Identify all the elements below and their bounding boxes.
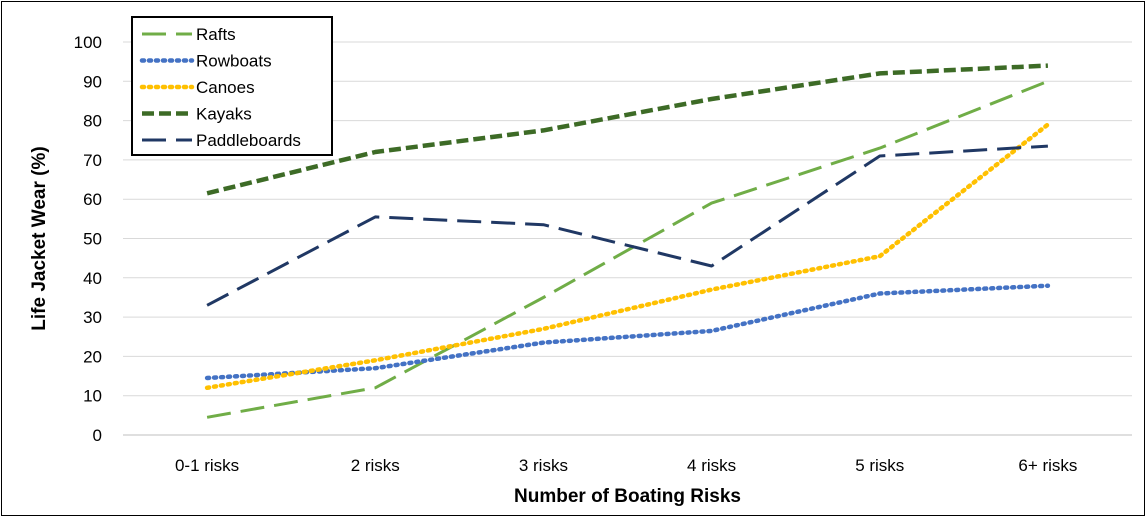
legend-label-paddleboards: Paddleboards (196, 131, 301, 150)
x-tick-label: 2 risks (351, 456, 400, 475)
legend: Rafts Rowboats Canoes Kayaks Paddleboards (132, 17, 332, 155)
y-tick-label: 50 (83, 230, 102, 249)
x-tick-label: 3 risks (519, 456, 568, 475)
x-axis-label: Number of Boating Risks (514, 486, 741, 507)
x-tick-label: 0-1 risks (175, 456, 239, 475)
x-tick-label: 5 risks (855, 456, 904, 475)
legend-label-rafts: Rafts (196, 25, 236, 44)
x-tick-label: 4 risks (687, 456, 736, 475)
y-tick-label: 70 (83, 151, 102, 170)
y-tick-label: 90 (83, 72, 102, 91)
y-tick-label: 60 (83, 190, 102, 209)
legend-label-kayaks: Kayaks (196, 105, 252, 124)
series-line-rowboats (207, 286, 1048, 378)
y-tick-label: 10 (83, 387, 102, 406)
y-axis-label: Life Jacket Wear (%) (29, 146, 50, 330)
y-tick-label: 0 (93, 426, 102, 445)
y-tick-label: 30 (83, 308, 102, 327)
legend-label-rowboats: Rowboats (196, 52, 272, 71)
series-lines (207, 66, 1048, 418)
y-tick-label: 80 (83, 112, 102, 131)
y-tick-label: 40 (83, 269, 102, 288)
legend-label-canoes: Canoes (196, 78, 255, 97)
y-tick-label: 20 (83, 347, 102, 366)
x-tick-labels: 0-1 risks 2 risks 3 risks 4 risks 5 risks 6+ … (175, 456, 1077, 475)
y-tick-labels: 0 10 20 30 40 50 60 70 80 90 100 (74, 33, 102, 445)
x-tick-label: 6+ risks (1018, 456, 1077, 475)
series-line-kayaks (207, 66, 1048, 194)
y-tick-label: 100 (74, 33, 102, 52)
